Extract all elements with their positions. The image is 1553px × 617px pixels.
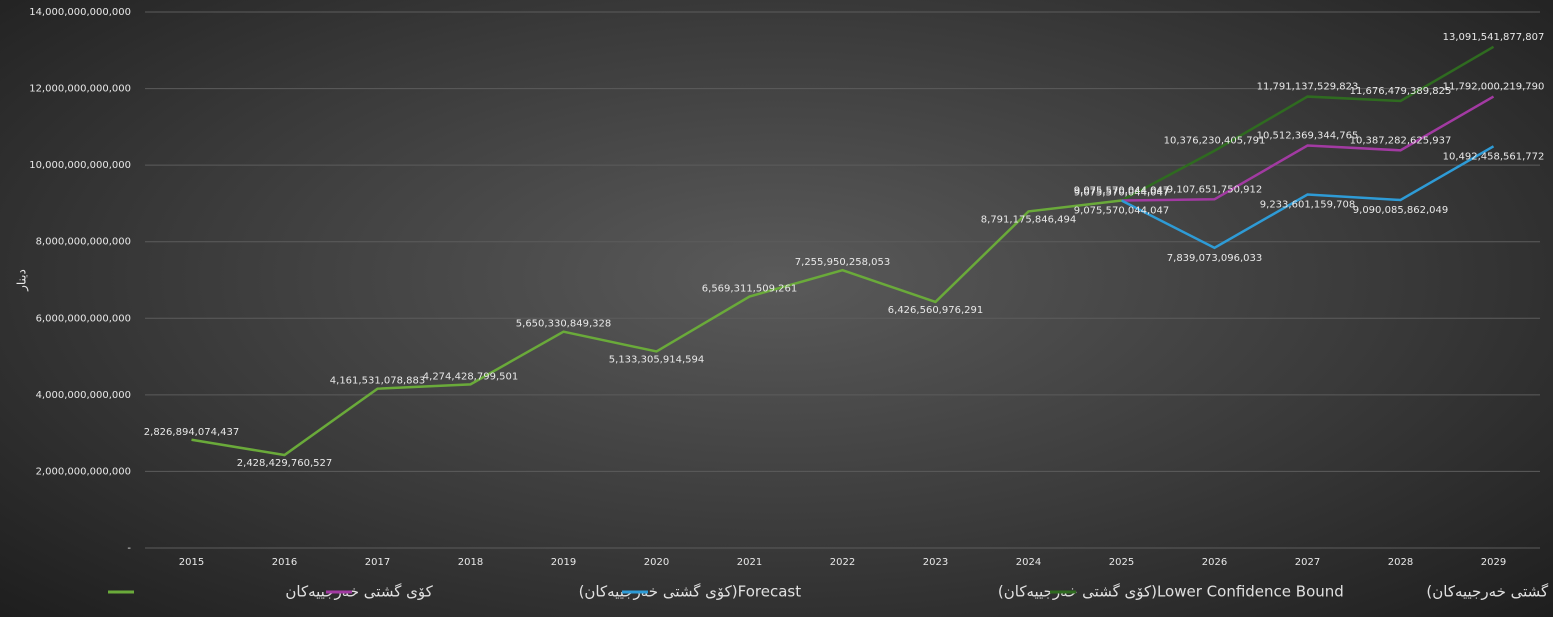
data-label: 10,387,282,625,937 xyxy=(1350,135,1452,146)
x-tick-label: 2021 xyxy=(737,557,762,568)
legend-label: Upper Confidence Bound(کۆی گشتی خەرجییەک… xyxy=(1426,583,1553,601)
data-label: 9,075,570,044,047 xyxy=(1074,206,1169,217)
y-axis-label: دینار xyxy=(15,269,30,292)
data-label: 2,826,894,074,437 xyxy=(144,427,239,438)
data-label: 9,075,570,044,047 xyxy=(1074,186,1169,197)
y-tick-label: 8,000,000,000,000 xyxy=(36,237,131,248)
data-label: 4,274,428,799,501 xyxy=(423,371,518,382)
x-tick-label: 2029 xyxy=(1481,557,1506,568)
x-tick-label: 2016 xyxy=(272,557,297,568)
series-line xyxy=(1121,95,1495,202)
x-tick-label: 2026 xyxy=(1202,557,1227,568)
data-label: 9,075,570,044,047 xyxy=(1074,188,1169,199)
data-label: 5,650,330,849,328 xyxy=(516,319,611,330)
y-tick-label: 4,000,000,000,000 xyxy=(36,390,131,401)
x-tick-label: 2020 xyxy=(644,557,669,568)
data-label: 4,161,531,078,883 xyxy=(330,376,425,387)
data-label: 11,791,137,529,823 xyxy=(1257,82,1359,93)
data-label: 11,792,000,219,790 xyxy=(1443,82,1545,93)
x-tick-label: 2018 xyxy=(458,557,483,568)
x-tick-label: 2019 xyxy=(551,557,576,568)
data-label: 6,569,311,509,261 xyxy=(702,283,797,294)
x-tick-label: 2024 xyxy=(1016,557,1041,568)
data-label: 10,376,230,405,791 xyxy=(1164,136,1266,147)
y-tick-label: 10,000,000,000,000 xyxy=(29,160,131,171)
y-tick-label: 2,000,000,000,000 xyxy=(36,466,131,477)
data-label: 5,133,305,914,594 xyxy=(609,354,704,365)
legend-label: Forecast(کۆی گشتی خەرجییەکان) xyxy=(579,583,802,601)
data-label: 7,839,073,096,033 xyxy=(1167,253,1262,264)
x-tick-label: 2022 xyxy=(830,557,855,568)
data-label: 7,255,950,258,053 xyxy=(795,257,890,268)
x-tick-label: 2017 xyxy=(365,557,390,568)
y-tick-label: - xyxy=(127,543,131,554)
data-label: 10,512,369,344,765 xyxy=(1257,131,1359,142)
data-label: 2,428,429,760,527 xyxy=(237,458,332,469)
data-label: 10,492,458,561,772 xyxy=(1443,151,1545,162)
x-tick-label: 2015 xyxy=(179,557,204,568)
y-tick-label: 14,000,000,000,000 xyxy=(29,7,131,18)
series-line xyxy=(191,199,1122,457)
x-tick-label: 2028 xyxy=(1388,557,1413,568)
x-tick-label: 2025 xyxy=(1109,557,1134,568)
data-label: 9,233,601,159,708 xyxy=(1260,199,1355,210)
legend-label: کۆی گشتی خەرجییەکان xyxy=(285,583,433,601)
data-label: 8,791,175,846,494 xyxy=(981,214,1076,225)
series-line xyxy=(1120,45,1495,202)
data-label: 13,091,541,877,807 xyxy=(1443,32,1545,43)
y-tick-label: 12,000,000,000,000 xyxy=(29,84,131,95)
data-label: 9,090,085,862,049 xyxy=(1353,205,1448,216)
y-tick-label: 6,000,000,000,000 xyxy=(36,313,131,324)
legend: کۆی گشتی خەرجییەکان Forecast(کۆی گشتی خەر… xyxy=(108,583,1553,601)
data-label: 11,676,479,389,825 xyxy=(1350,86,1452,97)
data-label: 9,075,570,044,047 xyxy=(1074,186,1169,197)
legend-label: Lower Confidence Bound(کۆی گشتی خەرجییەک… xyxy=(998,583,1344,601)
series-line xyxy=(1120,145,1495,250)
data-label: 6,426,560,976,291 xyxy=(888,305,983,316)
data-label: 9,107,651,750,912 xyxy=(1167,184,1262,195)
x-tick-label: 2023 xyxy=(923,557,948,568)
x-tick-label: 2027 xyxy=(1295,557,1320,568)
